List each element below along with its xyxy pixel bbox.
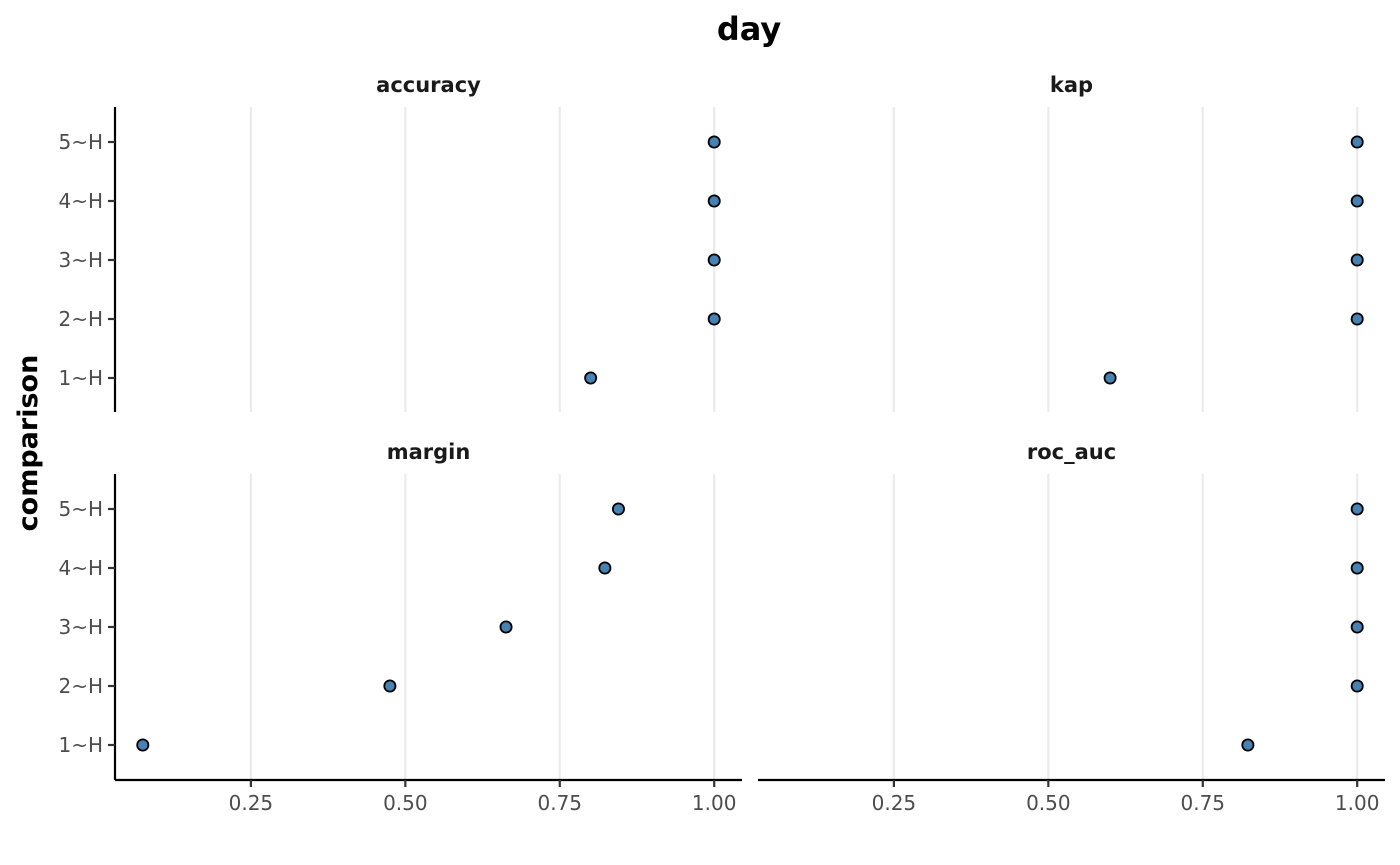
facet-panels: accuracy 1~H 2~H 3~H 4~H 5~H kap margin 1~H 2~H 3~…: [58, 73, 1385, 815]
x-tick-label-0-75: 0.75: [538, 791, 583, 815]
y-tick-label-5-h: 5~H: [58, 497, 103, 521]
point-kap-4-h: [1350, 194, 1364, 208]
point-kap-2-h: [1350, 312, 1364, 326]
y-tick-label-1-h: 1~H: [58, 733, 103, 757]
y-tick-label-4-h: 4~H: [58, 556, 103, 580]
facet-label-accuracy: accuracy: [376, 73, 481, 97]
y-tick-label-2-h: 2~H: [58, 307, 103, 331]
panel-accuracy: accuracy 1~H 2~H 3~H 4~H 5~H: [58, 73, 721, 412]
y-tick-label-5-h: 5~H: [58, 130, 103, 154]
point-accuracy-5-h: [707, 135, 721, 149]
chart-title: day: [717, 10, 782, 48]
point-roc-auc-2-h: [1350, 679, 1364, 693]
x-tick-label-0-25: 0.25: [229, 791, 274, 815]
x-tick-label-1-00: 1.00: [1335, 791, 1380, 815]
point-roc-auc-3-h: [1350, 620, 1364, 634]
y-tick-label-2-h: 2~H: [58, 674, 103, 698]
point-accuracy-1-h: [584, 371, 598, 385]
point-margin-5-h: [611, 502, 625, 516]
point-roc-auc-4-h: [1350, 561, 1364, 575]
facet-label-margin: margin: [387, 440, 471, 464]
point-kap-5-h: [1350, 135, 1364, 149]
x-tick-label-0-25: 0.25: [872, 791, 917, 815]
panel-roc-auc: roc_auc 0.25 0.50 0.75 1.00: [758, 440, 1385, 815]
point-accuracy-3-h: [707, 253, 721, 267]
point-roc-auc-5-h: [1350, 502, 1364, 516]
x-tick-label-0-50: 0.50: [1026, 791, 1071, 815]
point-margin-1-h: [136, 738, 150, 752]
y-tick-label-1-h: 1~H: [58, 366, 103, 390]
y-tick-label-3-h: 3~H: [58, 615, 103, 639]
panel-margin: margin 1~H 2~H 3~H 4~H 5~H 0.25 0.50 0.75 1.00: [58, 440, 742, 815]
point-roc-auc-1-h: [1241, 738, 1255, 752]
x-tick-label-0-50: 0.50: [383, 791, 428, 815]
facet-label-roc-auc: roc_auc: [1027, 440, 1116, 464]
point-margin-3-h: [499, 620, 513, 634]
point-margin-2-h: [383, 679, 397, 693]
x-tick-label-0-75: 0.75: [1181, 791, 1226, 815]
point-kap-3-h: [1350, 253, 1364, 267]
point-accuracy-2-h: [707, 312, 721, 326]
y-tick-label-3-h: 3~H: [58, 248, 103, 272]
y-tick-label-4-h: 4~H: [58, 189, 103, 213]
facet-label-kap: kap: [1050, 73, 1093, 97]
point-margin-4-h: [598, 561, 612, 575]
point-accuracy-4-h: [707, 194, 721, 208]
y-axis-label: comparison: [13, 355, 44, 532]
point-kap-1-h: [1103, 371, 1117, 385]
x-tick-label-1-00: 1.00: [692, 791, 737, 815]
panel-kap: kap: [892, 73, 1364, 412]
